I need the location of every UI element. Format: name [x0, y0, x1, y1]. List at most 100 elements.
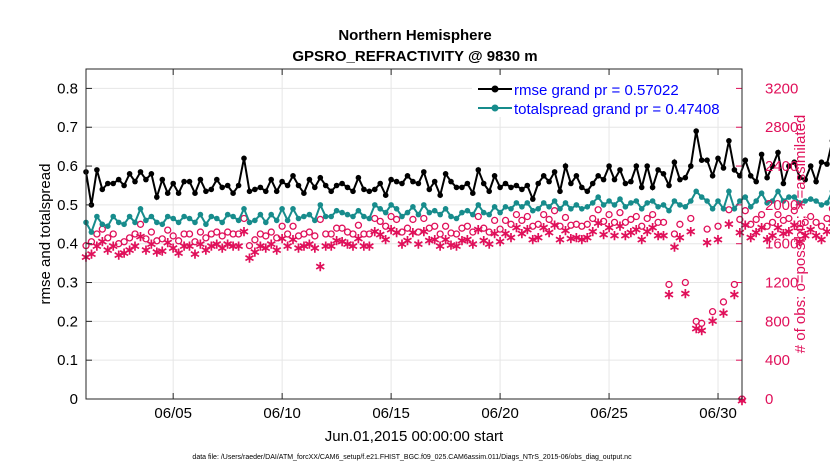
obs-possible-marker [131, 230, 139, 238]
y2-tick-label: 400 [765, 352, 790, 369]
obs-assimilated-marker: ∗ [810, 227, 822, 243]
obs-possible-marker [523, 212, 531, 221]
data-file-footnote: data file: /Users/raeder/DAI/ATM_forcXX/… [192, 454, 632, 461]
spread-point [197, 211, 204, 218]
spread-point [502, 204, 509, 210]
obs-assimilated-marker: ∗ [576, 231, 588, 247]
obs-assimilated-marker: ∗ [603, 219, 615, 235]
obs-possible-marker [469, 228, 477, 236]
spread-point [350, 213, 356, 220]
rmse-point [786, 163, 792, 169]
rmse-point [301, 190, 307, 196]
rmse-point [377, 180, 384, 187]
obs-possible-marker [191, 238, 199, 246]
obs-assimilated-marker: ∗ [407, 224, 419, 240]
obs-possible-marker [703, 225, 711, 233]
obs-possible-marker [398, 228, 406, 236]
obs-assimilated-marker: ∗ [347, 238, 359, 254]
obs-assimilated-marker: ∗ [620, 227, 632, 243]
obs-assimilated-marker: ∗ [478, 232, 490, 248]
spread-point [737, 198, 743, 204]
obs-possible-marker [480, 224, 488, 232]
obs-assimilated-marker: ∗ [325, 238, 337, 254]
spread-point [148, 213, 155, 220]
obs-assimilated-marker: ∗ [146, 236, 158, 252]
obs-assimilated-marker: ∗ [304, 236, 316, 252]
spread-point [791, 194, 798, 200]
spread-point [132, 219, 138, 226]
obs-assimilated-marker: ∗ [265, 236, 277, 252]
spread-point [764, 200, 770, 206]
rmse-point [573, 173, 580, 179]
spread-point [453, 215, 460, 222]
obs-assimilated-marker: ∗ [778, 225, 790, 241]
spread-point [404, 209, 411, 216]
obs-possible-marker [142, 235, 150, 243]
spread-point [361, 213, 367, 220]
rmse-point [404, 173, 411, 179]
obs-assimilated-marker: ∗ [679, 285, 691, 301]
spread-point [540, 200, 547, 206]
rmse-point [568, 180, 574, 187]
rmse-point [137, 169, 144, 175]
obs-possible-marker [719, 298, 728, 306]
obs-assimilated-marker: ∗ [794, 233, 806, 249]
rmse-point [540, 173, 547, 179]
rmse-point [595, 173, 601, 179]
obs-assimilated-marker: ∗ [369, 223, 381, 239]
spread-point [660, 202, 667, 208]
obs-assimilated-marker: ∗ [156, 243, 168, 259]
rmse-point [110, 180, 116, 187]
rmse-point [181, 178, 187, 185]
spread-point [824, 200, 830, 206]
rmse-point [105, 180, 111, 187]
rmse-point [448, 178, 454, 185]
rmse-point [219, 184, 225, 191]
rmse-point [410, 178, 416, 185]
obs-assimilated-marker: ∗ [244, 249, 256, 265]
rmse-point [753, 178, 759, 185]
obs-possible-marker [202, 234, 210, 242]
obs-possible-marker [283, 230, 292, 238]
rmse-point [372, 186, 378, 193]
spread-point [110, 213, 116, 220]
spread-point [802, 198, 808, 204]
obs-assimilated-marker: ∗ [521, 221, 533, 237]
obs-assimilated-marker: ∗ [353, 230, 365, 246]
obs-possible-marker [431, 222, 439, 230]
obs-possible-marker [741, 207, 749, 215]
obs-assimilated-marker: ∗ [336, 233, 348, 249]
obs-assimilated-marker: ∗ [129, 238, 141, 254]
spread-point [410, 204, 416, 210]
spread-point [807, 196, 814, 202]
obs-assimilated-marker: ∗ [440, 231, 452, 247]
obs-assimilated-marker: ∗ [96, 233, 108, 249]
spread-point [606, 198, 612, 204]
spread-point [154, 219, 160, 226]
obs-possible-marker [518, 216, 526, 225]
obs-assimilated-marker: ∗ [113, 246, 125, 262]
spread-point [393, 206, 400, 212]
rmse-point [655, 167, 661, 173]
obs-possible-marker [747, 220, 755, 228]
spread-point [295, 215, 302, 222]
obs-assimilated-marker: ∗ [167, 240, 179, 256]
obs-assimilated-marker: ∗ [663, 286, 675, 302]
obs-assimilated-marker: ∗ [511, 219, 523, 235]
axes-layer: 0 0.1 0.2 0.3 0.4 0.5 0.6 0.7 0.8 0 400 800 1200 1600… [57, 69, 798, 422]
obs-possible-marker [698, 319, 706, 327]
rmse-point [622, 180, 629, 187]
y-tick-label: 0.5 [57, 197, 78, 214]
obs-assimilated-marker: ∗ [816, 231, 828, 247]
spread-point [519, 204, 525, 210]
obs-assimilated-marker: ∗ [549, 216, 561, 232]
spread-point [175, 219, 182, 226]
spread-point [219, 219, 225, 226]
rmse-point [726, 138, 732, 144]
rmse-point [154, 194, 160, 200]
obs-assimilated-marker: ∗ [86, 245, 98, 261]
y-tick-label: 0.7 [57, 119, 78, 136]
obs-assimilated-marker: ∗ [282, 238, 294, 254]
y2-axis-label: # of obs: o=possible; ∗=assimilated [792, 115, 809, 354]
obs-possible-marker [338, 224, 346, 232]
